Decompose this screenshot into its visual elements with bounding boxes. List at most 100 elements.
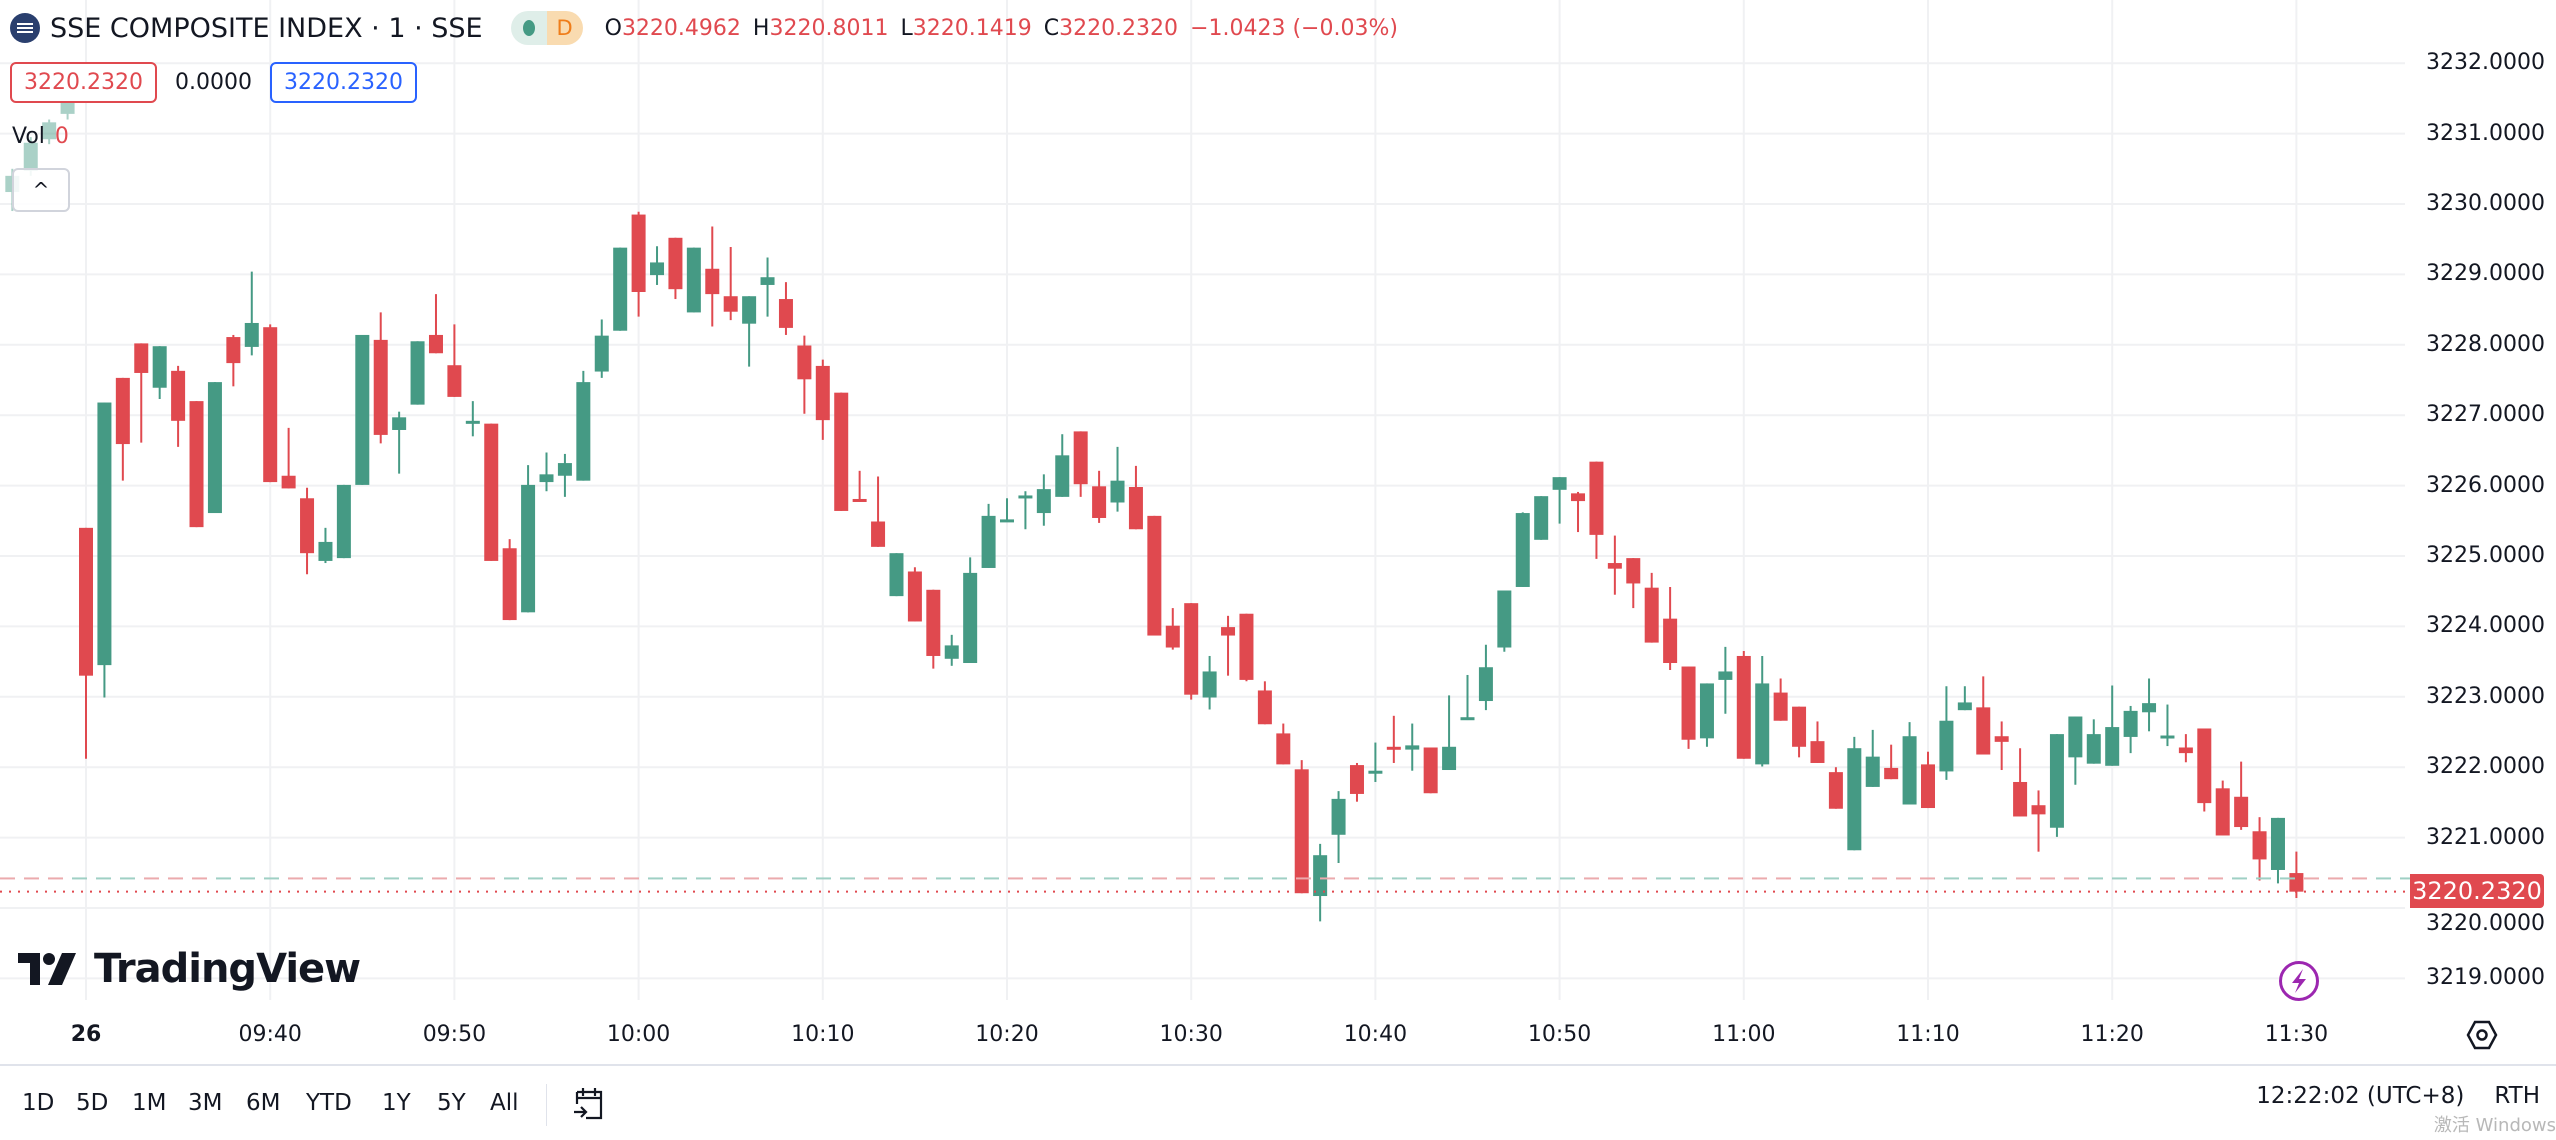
ohlc-values: O3220.4962 H3220.8011 L3220.1419 C3220.2320… (605, 16, 1410, 41)
range-button-3m[interactable]: 3M (188, 1090, 223, 1116)
price-axis-label: 3223.0000 (2426, 683, 2545, 709)
candle (705, 226, 720, 327)
chart-settings-icon[interactable] (2466, 1020, 2498, 1054)
candle-body (760, 277, 775, 285)
candle-body (834, 392, 849, 511)
candle (1276, 723, 1291, 765)
go-to-date-calendar-icon[interactable] (572, 1084, 606, 1128)
candle (1110, 446, 1125, 512)
market-open-dot-icon (510, 11, 547, 45)
candle (1423, 747, 1438, 794)
candle-body (1478, 667, 1493, 702)
tradingview-logo-text: TradingView (94, 946, 361, 992)
range-button-1m[interactable]: 1M (132, 1090, 167, 1116)
candle-body (778, 299, 793, 328)
time-axis-label: 26 (70, 1022, 102, 1047)
candle (2215, 780, 2230, 836)
candle (944, 634, 959, 666)
candle-body (1921, 764, 1935, 809)
price-lines (0, 877, 2415, 893)
candle-body (1681, 666, 1696, 740)
session-toggle[interactable]: RTH (2494, 1083, 2540, 1109)
candle (1718, 646, 1733, 714)
candle-body (2031, 805, 2046, 815)
candle-body (2142, 703, 2157, 713)
candle (1663, 586, 1678, 671)
candle (1202, 655, 1217, 710)
candle-body (1976, 707, 1991, 755)
candle (97, 402, 112, 698)
candle-body (1055, 455, 1070, 497)
time-axis-label: 09:40 (238, 1022, 302, 1047)
candle-body (1386, 746, 1401, 750)
candle-body (2086, 734, 2101, 764)
range-button-5d[interactable]: 5D (76, 1090, 109, 1116)
candle (1018, 491, 1033, 530)
high-value: 3220.8011 (769, 15, 889, 41)
tradingview-logo[interactable]: TradingView (18, 946, 361, 992)
spread-value: 0.0000 (174, 70, 252, 95)
candle (613, 247, 628, 331)
market-status-badge[interactable]: D (510, 11, 583, 45)
time-axis-label: 11:20 (2080, 1022, 2144, 1047)
candle (1902, 722, 1917, 805)
candle-body (1534, 496, 1549, 540)
windows-activation-watermark: 激活 Windows (2433, 1115, 2556, 1136)
low-value: 3220.1419 (912, 15, 1032, 41)
candle-body (263, 327, 278, 483)
candle-body (668, 237, 683, 290)
lightning-icon[interactable] (2278, 960, 2320, 1006)
collapse-legend-button[interactable]: ^ (12, 168, 70, 212)
candle-body (1165, 625, 1180, 648)
candle-body (465, 420, 480, 424)
time-axis-label: 11:10 (1896, 1022, 1960, 1047)
range-button-ytd[interactable]: YTD (306, 1090, 352, 1116)
time-axis-label: 10:40 (1343, 1022, 1408, 1047)
close-label: C (1043, 15, 1060, 41)
sell-price-button[interactable]: 3220.2320 (10, 62, 157, 103)
candle-body (576, 382, 591, 481)
range-button-6m[interactable]: 6M (246, 1090, 281, 1116)
candle-body (2105, 727, 2120, 766)
sse-logo-icon (10, 13, 40, 43)
candle-body (2178, 747, 2193, 754)
candle (668, 237, 683, 300)
candlestick-chart[interactable] (0, 0, 2556, 1064)
candle-body (631, 214, 646, 292)
candle (1552, 477, 1567, 524)
range-button-1d[interactable]: 1D (22, 1090, 55, 1116)
candle-body (944, 645, 959, 659)
candle (1939, 686, 1954, 780)
prior-candle (42, 119, 57, 145)
candle-body (2289, 873, 2304, 892)
candle (1921, 751, 1935, 809)
time-axis-label: 10:10 (791, 1022, 855, 1047)
candle-body (336, 484, 351, 559)
range-button-1y[interactable]: 1Y (382, 1090, 411, 1116)
candle-body (2049, 734, 2064, 828)
buy-price-button[interactable]: 3220.2320 (269, 62, 417, 103)
candle (1257, 681, 1272, 725)
candle-body (60, 101, 75, 114)
candle (2105, 685, 2120, 766)
candle (226, 334, 241, 387)
symbol-title[interactable]: SSE COMPOSITE INDEX · 1 · SSE (50, 12, 483, 44)
toolbar-divider (546, 1084, 547, 1126)
candle-body (1663, 618, 1678, 664)
candle-body (889, 553, 904, 597)
volume-label[interactable]: Vol (12, 124, 45, 149)
candle (907, 567, 922, 622)
candle-body (926, 589, 941, 656)
candle-body (189, 401, 204, 528)
candle-body (1810, 741, 1825, 763)
candle-body (797, 345, 812, 380)
range-button-all[interactable]: All (490, 1090, 519, 1116)
volume-value: 0 (54, 124, 69, 149)
range-button-5y[interactable]: 5Y (437, 1090, 466, 1116)
candle (1865, 729, 1880, 787)
candle-body (428, 334, 443, 354)
candle (1313, 843, 1328, 922)
timezone-clock[interactable]: 12:22:02 (UTC+8) (2256, 1083, 2465, 1109)
candle-body (1607, 563, 1622, 569)
candle (631, 211, 646, 317)
